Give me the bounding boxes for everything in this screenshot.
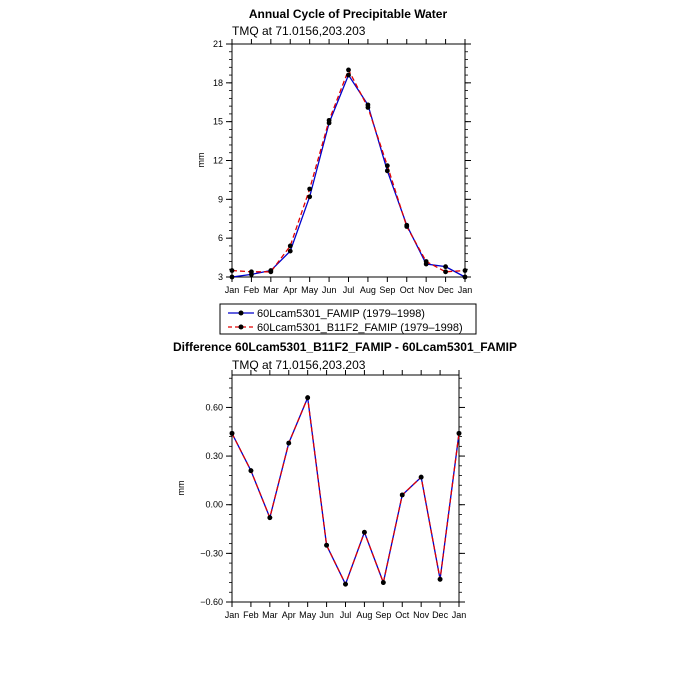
chart2-xtick-label: Dec xyxy=(432,610,449,620)
chart1-xtick-label: Jan xyxy=(225,285,240,295)
chart1-series1-point xyxy=(384,168,390,174)
chart1-series2-point xyxy=(307,186,313,192)
chart2-ytick-label: 0.30 xyxy=(205,451,223,461)
chart2-series2-point xyxy=(267,515,273,521)
chart2-series2-line xyxy=(231,395,460,586)
chart2-series2-point xyxy=(305,395,311,401)
chart1-series1-point xyxy=(346,72,351,78)
chart1-series1-point xyxy=(462,274,468,280)
chart1-ytick-label: 21 xyxy=(213,39,223,49)
chart2-series2-point xyxy=(248,468,254,474)
chart2-frame xyxy=(231,374,460,603)
chart2-series2-point xyxy=(437,576,443,582)
chart1-xtick-label: Jul xyxy=(343,285,355,295)
chart1-xtick-label: Nov xyxy=(418,285,435,295)
chart1-series2-point xyxy=(443,269,448,275)
chart1-xtick-label: Oct xyxy=(400,285,415,295)
chart1-ytick-label: 6 xyxy=(218,233,223,243)
chart2-plot: Jan Feb Mar Apr May Jun Jul Aug Sep Oct Nov Dec Jan−… xyxy=(200,370,466,620)
chart1-series2-line xyxy=(231,68,466,273)
chart1-series2-point xyxy=(423,259,429,264)
chart1-legend: 60Lcam5301_FAMIP (1979–1998) 60Lcam5301_… xyxy=(219,303,477,335)
chart1-xtick-label: Aug xyxy=(360,285,376,295)
chart2-xtick-label: Nov xyxy=(413,610,430,620)
chart2-subtitle: TMQ at 71.0156,203.203 xyxy=(232,358,366,372)
chart1-series2-point xyxy=(346,67,351,73)
legend-marker-series1 xyxy=(238,310,244,316)
chart1-frame xyxy=(231,43,466,278)
chart1-series2-point xyxy=(229,268,235,273)
chart1-ytick-label: 12 xyxy=(213,156,223,166)
chart2-xtick-label: Apr xyxy=(282,610,296,620)
chart1-ytick-label: 3 xyxy=(218,272,223,282)
chart1-xtick-label: Feb xyxy=(244,285,260,295)
chart2-ytick-label: 0.00 xyxy=(205,500,223,510)
chart1-ytick-label: 9 xyxy=(218,194,223,204)
chart1-xtick-label: May xyxy=(301,285,319,295)
chart1-series2-point xyxy=(365,105,371,110)
chart2-xtick-label: Jan xyxy=(225,610,240,620)
chart2-xtick-label: Oct xyxy=(395,610,410,620)
chart2-series2-point xyxy=(380,580,386,585)
chart1-series1-point xyxy=(229,274,235,280)
chart1-subtitle: TMQ at 71.0156,203.203 xyxy=(232,24,366,38)
chart1-series1-point xyxy=(307,194,313,200)
chart1-series2-point xyxy=(404,224,410,229)
chart2-series2-point xyxy=(399,492,405,498)
chart1-title: Annual Cycle of Precipitable Water xyxy=(249,7,448,21)
chart2-xtick-label: May xyxy=(299,610,317,620)
legend-marker-series2 xyxy=(238,324,244,330)
chart1-plot: Jan Feb Mar Apr May Jun Jul Aug Sep Oct Nov Dec Jan3… xyxy=(213,39,472,295)
legend-label-series2: 60Lcam5301_B11F2_FAMIP (1979–1998) xyxy=(257,322,463,334)
chart2-series1-line xyxy=(231,395,460,586)
legend-box xyxy=(219,303,477,335)
chart1-ytick-label: 15 xyxy=(213,117,223,127)
chart2-title: Difference 60Lcam5301_B11F2_FAMIP - 60Lc… xyxy=(173,340,517,354)
chart1-xtick-label: Apr xyxy=(283,285,297,295)
chart1-series1-line xyxy=(231,73,466,278)
chart1-series1-point xyxy=(443,264,448,270)
chart1-xtick-label: Mar xyxy=(263,285,279,295)
chart2-xtick-label: Aug xyxy=(356,610,372,620)
chart2-xtick-label: Sep xyxy=(375,610,391,620)
legend-label-series1: 60Lcam5301_FAMIP (1979–1998) xyxy=(257,308,425,320)
chart2-xtick-label: Jan xyxy=(452,610,467,620)
chart2-series2-point xyxy=(324,542,329,548)
chart1-series1-point xyxy=(287,248,293,254)
chart2-series2-point xyxy=(362,529,367,535)
chart1-xtick-label: Sep xyxy=(379,285,395,295)
chart1-series2-point xyxy=(384,163,390,169)
chart1-ylabel: mm xyxy=(196,153,206,168)
chart2-series2-point xyxy=(418,474,424,480)
chart1-series2-point xyxy=(326,117,332,123)
chart2-xtick-label: Jun xyxy=(319,610,334,620)
chart2-xtick-label: Mar xyxy=(262,610,278,620)
chart2-xtick-label: Jul xyxy=(340,610,352,620)
chart2-ytick-label: 0.60 xyxy=(205,402,223,412)
chart2-ylabel: mm xyxy=(176,481,186,496)
chart2-series2-point xyxy=(456,430,462,436)
chart1-xtick-label: Jun xyxy=(322,285,337,295)
chart1-series2-point xyxy=(287,243,293,249)
chart1-xtick-label: Dec xyxy=(438,285,455,295)
chart2-ytick-label: −0.30 xyxy=(200,548,223,558)
chart2-ytick-label: −0.60 xyxy=(200,597,223,607)
chart2-series2-point xyxy=(286,440,292,446)
chart2-series2-point xyxy=(229,430,235,436)
chart2-xtick-label: Feb xyxy=(243,610,259,620)
chart1-series2-point xyxy=(268,269,274,275)
chart2-series2-point xyxy=(343,581,348,587)
chart1-series2-point xyxy=(462,268,468,273)
chart1-ytick-label: 18 xyxy=(213,78,223,88)
chart1-xtick-label: Jan xyxy=(458,285,473,295)
chart1-series2-point xyxy=(249,269,254,275)
